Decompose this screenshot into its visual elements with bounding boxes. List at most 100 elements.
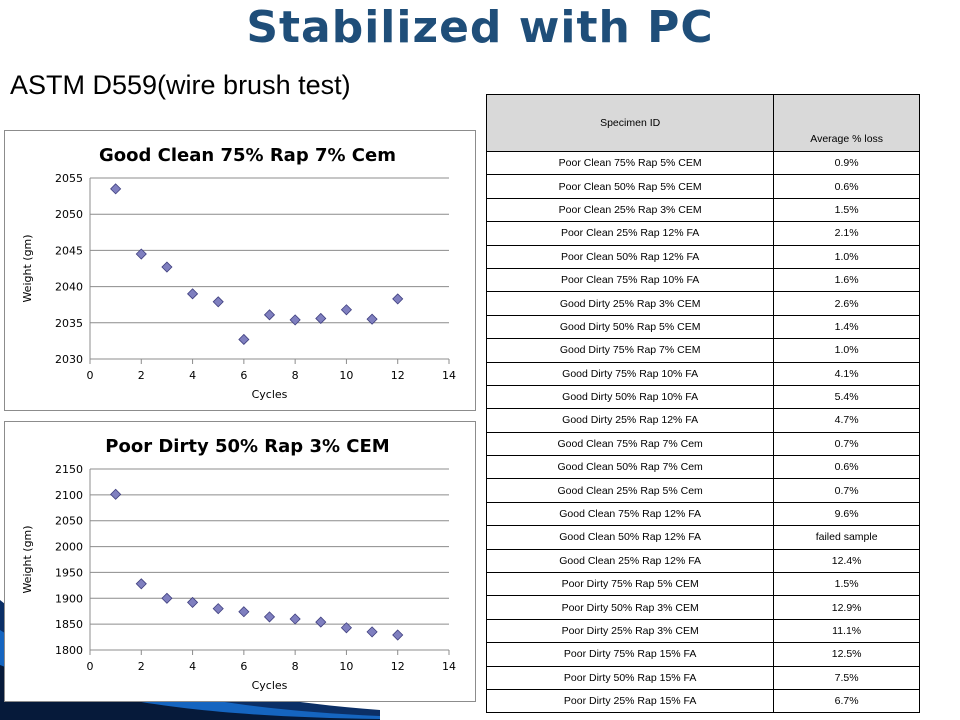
data-point [135,248,147,260]
x-axis-label: Cycles [252,388,288,401]
y-tick-label: 2050 [55,208,83,221]
specimen-id-cell: Poor Dirty 50% Rap 15% FA [485,665,775,690]
table-row: Poor Clean 75% Rap 5% CEM 0.9% [485,150,920,176]
scatter-chart-svg: Poor Dirty 50% Rap 3% CEM 1800 1850 1900 195… [21,436,456,692]
table-row: Poor Clean 50% Rap 5% CEM 0.6% [485,174,920,199]
average-loss-cell: 1.4% [773,314,920,340]
chart-poor-dirty-50: Poor Dirty 50% Rap 3% CEM 1800 1850 1900 195… [4,421,476,702]
average-loss-cell: 4.1% [773,361,920,386]
average-loss-cell: 2.6% [773,291,920,316]
data-point [366,313,378,325]
data-point [212,296,224,308]
table-row: Good Clean 75% Rap 12% FA 9.6% [485,501,920,527]
x-tick-label: 12 [391,660,405,673]
specimen-id-cell: Good Dirty 50% Rap 10% FA [485,384,775,410]
x-tick-label: 14 [442,660,456,673]
x-tick-label: 8 [292,369,299,382]
specimen-id-cell: Poor Dirty 25% Rap 3% CEM [485,618,775,644]
specimen-id-cell: Poor Dirty 50% Rap 3% CEM [485,595,775,620]
data-point [392,629,404,641]
y-tick-label: 2050 [55,515,83,528]
specimen-id-cell: Good Clean 50% Rap 7% Cem [485,455,775,480]
specimen-id-cell: Good Clean 75% Rap 7% Cem [485,431,775,457]
chart-title: Good Clean 75% Rap 7% Cem [99,145,396,166]
table-row: Good Clean 25% Rap 12% FA 12.4% [485,548,920,574]
data-point [161,592,173,604]
table-body: Poor Clean 75% Rap 5% CEM 0.9% Poor Clean … [485,150,920,714]
x-tick-label: 6 [240,369,247,382]
x-tick-label: 4 [189,369,196,382]
slide-title: Stabilized with PC [246,2,714,53]
y-tick-label: 2045 [55,244,83,257]
data-point [187,596,199,608]
data-point [289,613,301,625]
specimen-id-cell: Good Clean 50% Rap 12% FA [485,525,775,550]
header-specimen-id: Specimen ID [485,94,775,152]
table-row: Poor Dirty 25% Rap 15% FA 6.7% [485,688,920,714]
y-tick-label: 2055 [55,172,83,185]
y-tick-label: 1800 [55,644,83,657]
average-loss-cell: failed sample [773,525,920,550]
specimen-id-cell: Poor Dirty 25% Rap 15% FA [485,688,775,714]
chart-title: Poor Dirty 50% Rap 3% CEM [105,436,389,457]
y-tick-label: 1950 [55,566,83,579]
data-point [135,578,147,590]
x-tick-label: 10 [339,369,353,382]
y-axis-label: Weight (gm) [21,525,34,593]
specimen-id-cell: Poor Dirty 75% Rap 15% FA [485,642,775,667]
data-point [340,622,352,634]
specimen-id-cell: Good Dirty 25% Rap 12% FA [485,408,775,433]
average-loss-cell: 6.7% [773,688,920,714]
table-row: Good Dirty 50% Rap 5% CEM 1.4% [485,314,920,340]
data-point [161,261,173,273]
average-loss-cell: 1.5% [773,197,920,223]
data-point [289,314,301,326]
x-tick-label: 14 [442,369,456,382]
specimen-id-cell: Good Dirty 50% Rap 5% CEM [485,314,775,340]
average-loss-cell: 2.1% [773,221,920,246]
x-tick-label: 0 [87,660,94,673]
average-loss-cell: 4.7% [773,408,920,433]
scatter-chart-svg: Good Clean 75% Rap 7% Cem203020352040204… [21,145,456,401]
data-point [238,333,250,346]
specimen-id-cell: Poor Clean 75% Rap 10% FA [485,267,775,293]
data-point [366,626,378,638]
table-header-row: Specimen ID Average % loss [485,94,920,152]
y-tick-label: 2030 [55,353,83,366]
table-row: Good Dirty 50% Rap 10% FA 5.4% [485,384,920,410]
x-tick-label: 12 [391,369,405,382]
table-row: Poor Clean 50% Rap 12% FA 1.0% [485,244,920,269]
data-point [315,312,327,325]
specimen-id-cell: Poor Dirty 75% Rap 5% CEM [485,572,775,597]
average-loss-cell: 0.7% [773,431,920,457]
table-row: Poor Dirty 50% Rap 15% FA 7.5% [485,665,920,690]
table-row: Good Dirty 25% Rap 3% CEM 2.6% [485,291,920,316]
x-tick-label: 8 [292,660,299,673]
table-row: Good Clean 75% Rap 7% Cem 0.7% [485,431,920,457]
average-loss-cell: 9.6% [773,501,920,527]
x-tick-label: 6 [240,660,247,673]
x-tick-label: 0 [87,369,94,382]
specimen-id-cell: Poor Clean 75% Rap 5% CEM [485,150,775,176]
specimen-id-cell: Good Dirty 25% Rap 3% CEM [485,291,775,316]
specimen-id-cell: Good Dirty 75% Rap 7% CEM [485,338,775,363]
table-row: Good Clean 25% Rap 5% Cem 0.7% [485,478,920,503]
y-tick-label: 2035 [55,317,83,330]
table-row: Good Dirty 75% Rap 10% FA 4.1% [485,361,920,386]
y-tick-label: 2100 [55,489,83,502]
y-axis-label: Weight (gm) [21,234,34,302]
average-loss-cell: 12.9% [773,595,920,620]
y-tick-label: 1900 [55,592,83,605]
data-point [263,309,276,321]
table-row: Good Dirty 75% Rap 7% CEM 1.0% [485,338,920,363]
average-loss-cell: 11.1% [773,618,920,644]
table-row: Poor Clean 75% Rap 10% FA 1.6% [485,267,920,293]
y-tick-label: 2000 [55,541,83,554]
x-tick-label: 10 [339,660,353,673]
average-loss-cell: 12.5% [773,642,920,667]
specimen-id-cell: Poor Clean 25% Rap 3% CEM [485,197,775,223]
table-row: Poor Clean 25% Rap 12% FA 2.1% [485,221,920,246]
average-loss-cell: 1.0% [773,338,920,363]
data-point [340,304,352,316]
specimen-id-cell: Poor Clean 50% Rap 5% CEM [485,174,775,199]
